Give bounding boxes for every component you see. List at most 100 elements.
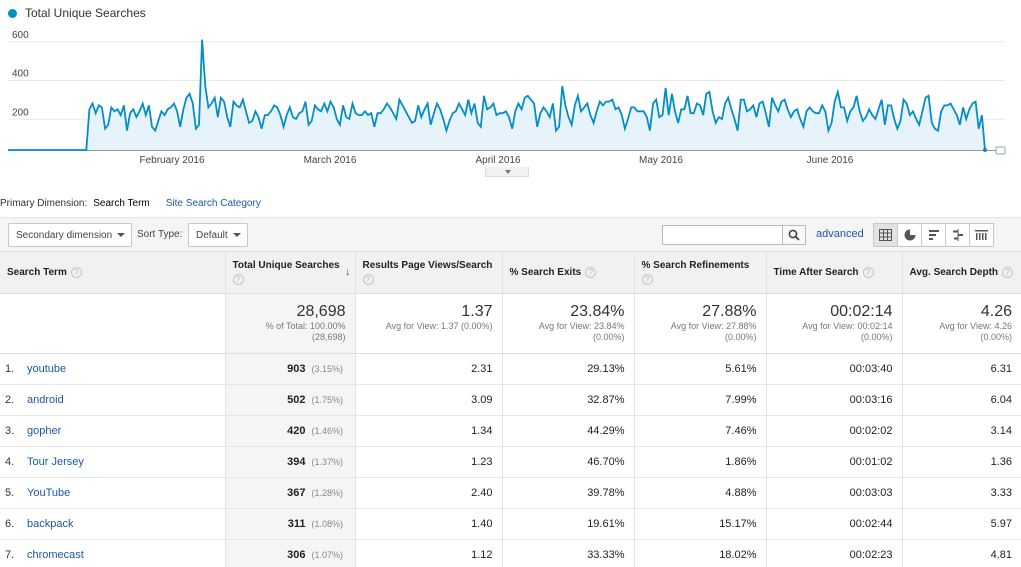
help-icon[interactable]: ? (862, 266, 874, 278)
cell-avg-search-depth: 6.04 (902, 384, 1021, 416)
cell-time-after-search: 00:01:02 (766, 446, 903, 478)
column-header-search-term[interactable]: Search Term? (0, 251, 226, 294)
x-tick-label: February 2016 (139, 155, 204, 166)
primary-dimension-bar: Primary Dimension: Search Term Site Sear… (0, 198, 261, 209)
cell-search-term: 1. youtube (0, 353, 226, 385)
cell-search-term: 6. backpack (0, 508, 226, 540)
cell-results-page-views: 2.31 (355, 353, 503, 385)
column-header-total-unique-searches[interactable]: Total Unique Searches? ↓ (225, 251, 356, 294)
series-endpoint (983, 148, 987, 152)
table-search-input[interactable] (662, 225, 783, 245)
primary-dimension-active: Search Term (93, 198, 150, 209)
cell-search-term: 4. Tour Jersey (0, 446, 226, 478)
help-icon[interactable]: ? (362, 274, 374, 285)
chart-collapse-handle[interactable] (485, 167, 529, 177)
table-view-icon (879, 229, 892, 241)
cell-search-refinements: 7.46% (634, 415, 767, 447)
help-icon[interactable]: ? (70, 266, 82, 278)
cell-search-term: 3. gopher (0, 415, 226, 447)
chevron-down-icon (233, 233, 241, 237)
column-header-time-after-search[interactable]: Time After Search? (766, 251, 903, 294)
legend-dot-icon (8, 8, 17, 18)
totals-cell-time: 00:02:14 Avg for View: 00:02:14 (0.00%) (766, 293, 903, 354)
column-header-search-exits[interactable]: % Search Exits? (502, 251, 635, 294)
cell-avg-search-depth: 1.36 (902, 446, 1021, 478)
line-chart: 600 400 200 February 2016 March 2016 April 20… (0, 0, 1021, 180)
help-icon[interactable]: ? (1002, 266, 1014, 278)
search-term-link[interactable]: Tour Jersey (27, 456, 84, 468)
table-row: 6. backpack 311 (1.08%) 1.40 19.61% 15.17% 00:0… (0, 508, 1021, 540)
total-note: (0.00%) (592, 332, 625, 342)
cell-results-page-views: 2.40 (355, 477, 503, 509)
x-tick-label: June 2016 (807, 155, 854, 166)
search-term-link[interactable]: backpack (27, 518, 74, 530)
table-header-row: Search Term? Total Unique Searches? ↓ Res… (0, 251, 1021, 294)
column-header-label: % Search Exits (509, 267, 582, 279)
cell-avg-search-depth: 3.14 (902, 415, 1021, 447)
total-value: 28,698 (296, 303, 346, 320)
comparison-view-button[interactable] (945, 223, 970, 247)
table-row: 4. Tour Jersey 394 (1.37%) 1.23 46.70% 1.86% 00… (0, 446, 1021, 478)
total-value: 23.84% (570, 303, 625, 320)
column-header-search-refinements[interactable]: % Search Refinements? (634, 251, 767, 294)
search-term-link[interactable]: chromecast (27, 549, 84, 561)
secondary-dimension-dropdown[interactable]: Secondary dimension (8, 223, 132, 247)
search-term-link[interactable]: youtube (27, 363, 67, 375)
pivot-view-button[interactable] (969, 223, 994, 247)
chart-svg: 600 400 200 February 2016 March 2016 April 20… (8, 30, 1006, 166)
totals-cell-exits: 23.84% Avg for View: 23.84% (0.00%) (502, 293, 635, 354)
column-header-results-page-views[interactable]: Results Page Views/Search? (355, 251, 503, 294)
cell-search-exits: 32.87% (502, 384, 635, 416)
total-value: 1.37 (461, 303, 493, 320)
total-note: Avg for View: 4.26 (939, 321, 1012, 331)
cell-avg-search-depth: 5.97 (902, 508, 1021, 540)
help-icon[interactable]: ? (232, 274, 244, 285)
y-tick-label: 400 (12, 69, 29, 80)
totals-row: 28,698% of Total: 100.00% (28,698) 1.37 Av… (0, 293, 1021, 354)
total-note: (0.00%) (724, 332, 757, 342)
total-note: (28,698) (311, 332, 346, 342)
series-area (8, 39, 985, 150)
cell-search-refinements: 4.88% (634, 477, 767, 509)
search-term-link[interactable]: YouTube (27, 487, 71, 499)
cell-total-unique-searches: 394 (1.37%) (225, 446, 356, 478)
search-term-link[interactable]: gopher (27, 425, 62, 437)
unique-searches-value: 903 (287, 363, 306, 375)
column-header-avg-search-depth[interactable]: Avg. Search Depth? (902, 251, 1021, 294)
totals-cell-uniq: 28,698% of Total: 100.00% (28,698) (225, 293, 356, 354)
table-row: 5. YouTube 367 (1.28%) 2.40 39.78% 4.88% 00:03:… (0, 477, 1021, 509)
pie-view-button[interactable] (897, 223, 922, 247)
unique-searches-value: 394 (287, 456, 306, 468)
search-term-link[interactable]: android (27, 394, 64, 406)
row-index: 1. (5, 363, 15, 375)
total-note: (0.00%) (860, 332, 893, 342)
help-icon[interactable]: ? (585, 266, 597, 278)
sort-type-value: Default (196, 229, 228, 241)
view-toggle-group (873, 223, 994, 247)
cell-total-unique-searches: 502 (1.75%) (225, 384, 356, 416)
cell-avg-search-depth: 4.81 (902, 539, 1021, 567)
annotation-icon[interactable] (995, 146, 1006, 155)
cell-search-term: 2. android (0, 384, 226, 416)
cell-search-refinements: 18.02% (634, 539, 767, 567)
performance-view-button[interactable] (921, 223, 946, 247)
x-tick-label: May 2016 (639, 155, 683, 166)
unique-searches-percent: (1.28%) (311, 488, 344, 498)
sort-type-dropdown[interactable]: Default (188, 223, 248, 247)
cell-total-unique-searches: 311 (1.08%) (225, 508, 356, 540)
search-button[interactable] (782, 225, 806, 245)
total-note: Avg for View: 1.37 (0.00%) (385, 321, 493, 331)
cell-total-unique-searches: 420 (1.46%) (225, 415, 356, 447)
pie-view-icon (904, 229, 915, 241)
totals-cell-depth: 4.26 Avg for View: 4.26 (0.00%) (902, 293, 1021, 354)
y-tick-label: 600 (12, 30, 29, 41)
advanced-filter-link[interactable]: advanced (816, 228, 864, 240)
comparison-view-icon (952, 229, 963, 241)
column-header-label: % Search Refinements (641, 260, 750, 271)
cell-search-exits: 39.78% (502, 477, 635, 509)
cell-search-exits: 46.70% (502, 446, 635, 478)
primary-dimension-link-site-search-category[interactable]: Site Search Category (165, 198, 261, 209)
x-tick-label: April 2016 (475, 155, 520, 166)
help-icon[interactable]: ? (641, 274, 653, 285)
table-view-button[interactable] (873, 223, 898, 247)
